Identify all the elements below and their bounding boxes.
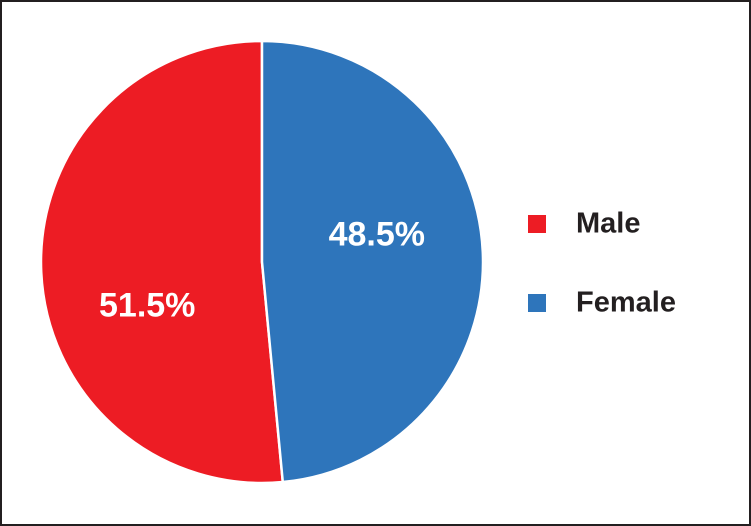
slice-label: 48.5% (329, 216, 425, 254)
slice-label: 51.5% (99, 286, 195, 324)
legend-swatch (528, 294, 546, 312)
legend-label: Male (576, 208, 640, 240)
pie-slice (39, 39, 285, 485)
legend-label: Female (576, 287, 676, 319)
pie-slice (260, 39, 485, 484)
legend-swatch (528, 215, 546, 233)
